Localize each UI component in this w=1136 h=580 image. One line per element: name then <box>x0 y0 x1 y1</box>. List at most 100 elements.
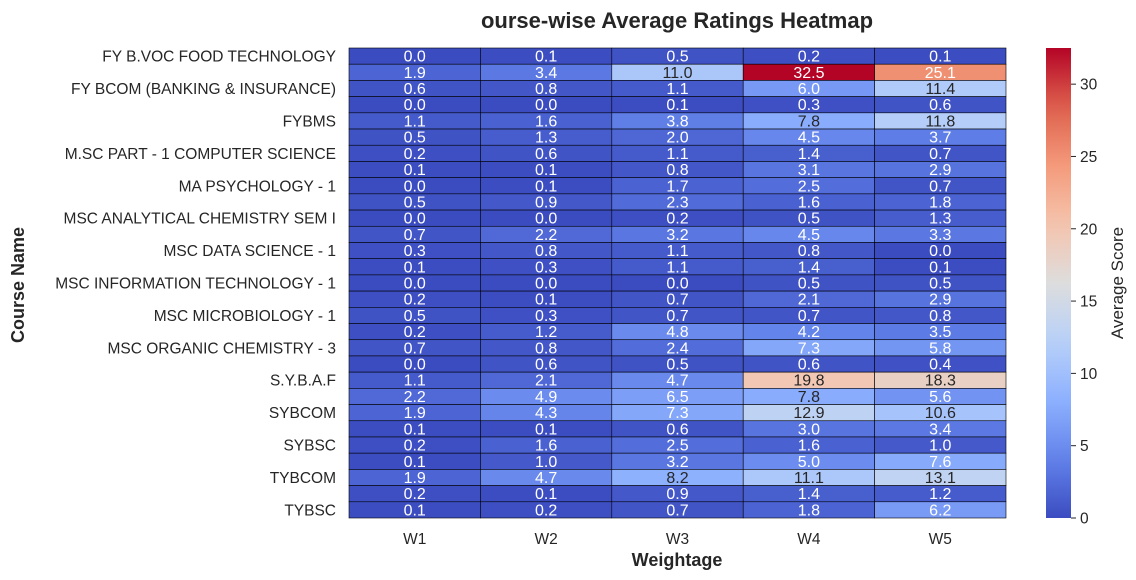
cell-value-label: 2.0 <box>666 130 688 147</box>
cell-value-label: 1.1 <box>666 81 688 98</box>
cell-value-label: 5.6 <box>929 389 951 406</box>
cell-value-label: 0.5 <box>404 308 426 325</box>
cell-value-label: 0.0 <box>535 276 557 293</box>
cell-value-label: 4.2 <box>798 324 820 341</box>
cell-value-label: 0.2 <box>798 49 820 66</box>
row-tick-label: M.SC PART - 1 COMPUTER SCIENCE <box>65 146 336 163</box>
colorbar-tick-label: 25 <box>1080 149 1097 166</box>
cell-value-label: 2.5 <box>798 178 820 195</box>
cell-value-label: 0.0 <box>929 243 951 260</box>
cell-value-label: 0.1 <box>535 178 557 195</box>
row-tick-label: FY B.VOC FOOD TECHNOLOGY <box>102 49 336 66</box>
cell-value-label: 0.2 <box>404 486 426 503</box>
cell-value-label: 1.9 <box>404 470 426 487</box>
colorbar: 0 5 10 15 20 25 30 Average Score <box>1046 48 1127 528</box>
cell-value-label: 7.6 <box>929 454 951 471</box>
cell-value-label: 0.2 <box>535 502 557 519</box>
cell-value-label: 2.1 <box>798 292 820 309</box>
cell-value-label: 0.1 <box>404 502 426 519</box>
cell-value-label: 0.7 <box>798 308 820 325</box>
cell-value-label: 1.1 <box>666 243 688 260</box>
cell-value-label: 5.0 <box>798 454 820 471</box>
cell-value-label: 13.1 <box>925 470 956 487</box>
cell-value-label: 0.5 <box>404 130 426 147</box>
cell-value-label: 0.5 <box>798 276 820 293</box>
cell-value-label: 0.8 <box>666 162 688 179</box>
cell-value-label: 11.0 <box>663 65 693 82</box>
column-tick-label: W1 <box>403 531 426 548</box>
x-axis-title: Weightage <box>632 550 723 570</box>
column-tick-label: W5 <box>929 531 952 548</box>
cell-value-label: 0.7 <box>404 227 426 244</box>
cell-value-label: 6.0 <box>798 81 820 98</box>
cell-value-label: 0.1 <box>404 454 426 471</box>
cell-value-label: 0.7 <box>666 292 688 309</box>
heatmap-cell <box>874 501 1007 519</box>
cell-value-label: 3.5 <box>929 324 951 341</box>
cell-value-label: 0.0 <box>404 211 426 228</box>
cell-value-label: 1.0 <box>535 454 557 471</box>
row-tick-label: MSC MICROBIOLOGY - 1 <box>154 308 336 325</box>
cell-value-label: 2.9 <box>929 162 951 179</box>
cell-value-label: 0.0 <box>535 97 557 114</box>
row-tick-label: TYBCOM <box>270 470 336 487</box>
cell-value-label: 1.1 <box>404 113 426 130</box>
cell-value-label: 1.2 <box>929 486 951 503</box>
cell-value-label: 0.6 <box>666 421 688 438</box>
column-tick-label: W3 <box>666 531 689 548</box>
column-tick-labels: W1 W2 W3 W4 W5 <box>403 531 952 548</box>
heatmap-cells <box>348 47 1007 519</box>
cell-value-label: 1.6 <box>535 113 557 130</box>
cell-value-label: 0.3 <box>404 243 426 260</box>
cell-value-label: 4.3 <box>535 405 557 422</box>
cell-value-label: 0.2 <box>404 324 426 341</box>
cell-value-label: 0.1 <box>535 486 557 503</box>
row-tick-label: MSC DATA SCIENCE - 1 <box>163 243 336 260</box>
row-tick-label: SYBCOM <box>269 405 336 422</box>
cell-value-label: 2.9 <box>929 292 951 309</box>
cell-value-label: 0.0 <box>404 49 426 66</box>
cell-value-label: 0.7 <box>666 308 688 325</box>
cell-value-label: 10.6 <box>925 405 956 422</box>
cell-value-label: 0.7 <box>666 502 688 519</box>
cell-value-label: 19.8 <box>793 373 824 390</box>
cell-value-label: 0.1 <box>535 162 557 179</box>
cell-value-label: 7.3 <box>798 340 820 357</box>
cell-value-label: 1.4 <box>798 259 820 276</box>
cell-value-label: 0.5 <box>404 194 426 211</box>
column-tick-label: W4 <box>797 531 821 548</box>
cell-value-label: 4.7 <box>666 373 688 390</box>
cell-value-label: 12.9 <box>793 405 824 422</box>
cell-value-label: 1.1 <box>666 259 688 276</box>
cell-value-label: 1.2 <box>535 324 557 341</box>
row-tick-labels: FY B.VOC FOOD TECHNOLOGY FY BCOM (BANKING… <box>55 49 336 520</box>
cell-value-label: 0.8 <box>929 308 951 325</box>
cell-value-label: 0.7 <box>929 146 951 163</box>
cell-value-label: 1.3 <box>929 211 951 228</box>
cell-value-label: 2.2 <box>404 389 426 406</box>
cell-value-label: 1.1 <box>404 373 426 390</box>
cell-value-label: 0.9 <box>535 194 557 211</box>
cell-value-label: 0.8 <box>535 81 557 98</box>
heatmap-cell-labels: 0.0 0.1 0.5 0.2 0.11.9 3.4 11.0 32.5 25.10.6 0.8 1… <box>404 49 956 520</box>
cell-value-label: 4.5 <box>798 227 820 244</box>
cell-value-label: 3.0 <box>798 421 820 438</box>
cell-value-label: 6.2 <box>929 502 951 519</box>
row-tick-label: FY BCOM (BANKING & INSURANCE) <box>71 81 336 98</box>
row-tick-label: MSC ORGANIC CHEMISTRY - 3 <box>107 340 336 357</box>
cell-value-label: 1.9 <box>404 405 426 422</box>
cell-value-label: 3.2 <box>666 227 688 244</box>
chart-title: ourse-wise Average Ratings Heatmap <box>481 8 873 33</box>
cell-value-label: 0.5 <box>666 49 688 66</box>
colorbar-tick-label: 30 <box>1080 77 1098 94</box>
cell-value-label: 0.2 <box>404 146 426 163</box>
cell-value-label: 0.6 <box>929 97 951 114</box>
cell-value-label: 4.7 <box>535 470 557 487</box>
colorbar-tick-label: 0 <box>1080 511 1089 528</box>
cell-value-label: 1.6 <box>798 194 820 211</box>
cell-value-label: 0.6 <box>535 146 557 163</box>
cell-value-label: 2.4 <box>666 340 688 357</box>
cell-value-label: 1.9 <box>404 65 426 82</box>
cell-value-label: 18.3 <box>925 373 956 390</box>
